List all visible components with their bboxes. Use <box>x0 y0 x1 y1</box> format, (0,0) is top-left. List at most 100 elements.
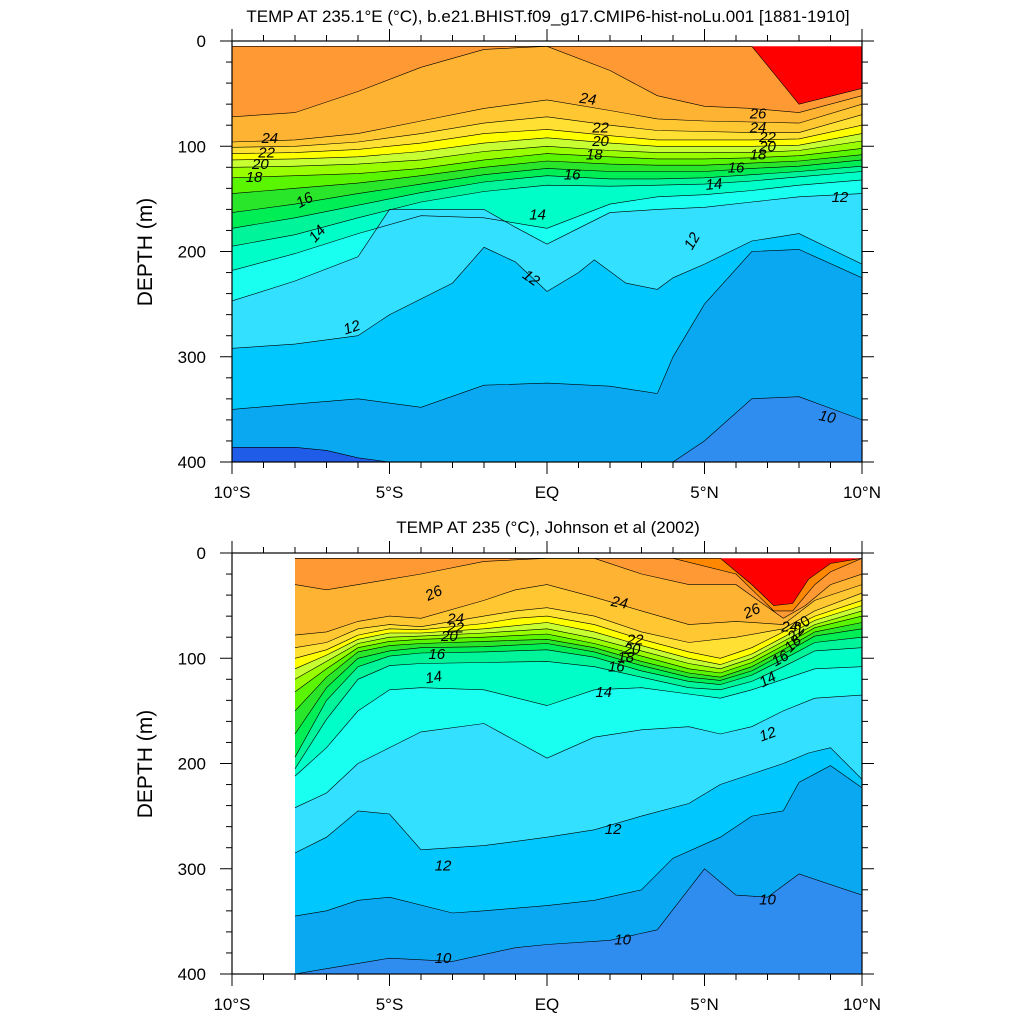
isotherm-18 <box>294 622 862 712</box>
contour-label: 22 <box>758 129 776 146</box>
contour-label: 14 <box>529 207 546 224</box>
y-axis-label: DEPTH (m) <box>134 198 157 307</box>
isotherm-23 <box>232 114 862 148</box>
contour-label: 18 <box>617 649 634 666</box>
isotherm-20 <box>294 610 862 680</box>
contour-label: 24 <box>446 610 464 627</box>
isotherm-12 <box>232 233 862 349</box>
y-tick-label: 100 <box>178 649 206 668</box>
contour-label: 10 <box>614 931 631 948</box>
contour-label: 14 <box>595 684 612 701</box>
contour-label: 10 <box>435 950 452 967</box>
x-tick-label: 5°N <box>690 995 719 1014</box>
contour-label: 22 <box>591 119 609 136</box>
contour-label: 12 <box>681 229 704 253</box>
panel-model: TEMP AT 235.1°E (°C), b.e21.BHIST.f09_g1… <box>134 7 881 502</box>
isotherm-13 <box>294 694 862 808</box>
isotherm-18 <box>232 154 862 194</box>
contour-label: 16 <box>564 167 581 184</box>
isotherm-14 <box>232 179 862 271</box>
isotherm-17 <box>232 159 862 213</box>
y-tick-label: 200 <box>178 243 206 262</box>
band-below-10 <box>232 396 862 462</box>
contour-label: 24 <box>749 119 767 136</box>
isotherm-13 <box>232 193 862 302</box>
band-below-11 <box>232 249 862 462</box>
contour-label: 12 <box>757 723 779 745</box>
isotherm-14 <box>294 666 862 777</box>
contour-label: 12 <box>605 821 622 838</box>
contour-fills <box>232 46 862 462</box>
contour-labels: 2422201816141224222018161412122624222018… <box>246 90 849 428</box>
band-below-9 <box>232 447 862 462</box>
panel-title: TEMP AT 235 (°C), Johnson et al (2002) <box>396 518 700 537</box>
x-tick-label: 10°N <box>843 995 881 1014</box>
contour-label: 10 <box>759 891 776 908</box>
isotherm-9 <box>232 447 862 462</box>
contour-label: 18 <box>246 169 263 186</box>
isotherm-25 <box>232 45 862 118</box>
isotherm-24 <box>232 99 862 143</box>
panel-observation: TEMP AT 235 (°C), Johnson et al (2002) 2… <box>134 518 881 1014</box>
isotherm-16 <box>232 165 862 229</box>
isotherm-22 <box>294 600 862 659</box>
isotherm-22 <box>232 124 862 154</box>
isotherm-20 <box>232 140 862 168</box>
isotherm-19 <box>232 148 862 179</box>
isotherm-11 <box>294 765 862 917</box>
contour-label: 20 <box>758 138 776 155</box>
contour-label: 26 <box>422 582 446 605</box>
contour-label: 20 <box>623 641 641 658</box>
isotherm-15 <box>232 171 862 247</box>
x-tick-label: EQ <box>535 995 560 1014</box>
y-tick-label: 0 <box>197 32 206 51</box>
isotherm-16 <box>294 636 862 758</box>
contour-label: 24 <box>609 593 629 613</box>
contour-label: 16 <box>608 659 625 676</box>
x-tick-label: 10°N <box>843 483 881 502</box>
contour-label: 12 <box>435 858 452 875</box>
y-tick-label: 0 <box>197 544 206 563</box>
panel-title: TEMP AT 235.1°E (°C), b.e21.BHIST.f09_g1… <box>246 7 849 26</box>
contour-label: 24 <box>577 90 597 109</box>
isotherm-23 <box>294 592 862 648</box>
isotherm-15 <box>294 647 862 769</box>
y-axis-label: DEPTH (m) <box>134 710 157 819</box>
y-tick-label: 200 <box>178 755 206 774</box>
contour-label: 16 <box>428 646 445 663</box>
y-tick-label: 400 <box>178 965 206 984</box>
contour-label: 12 <box>341 317 363 339</box>
isotherm-11 <box>232 249 862 410</box>
isotherm-26 <box>295 558 862 612</box>
contour-label: 20 <box>251 156 269 173</box>
contour-label: 26 <box>740 600 764 623</box>
isotherm-17 <box>294 628 862 735</box>
isotherm-10 <box>232 396 862 462</box>
contour-label: 16 <box>293 189 316 212</box>
isotherm-10 <box>294 868 862 974</box>
contour-label: 14 <box>705 175 723 193</box>
contour-label: 18 <box>750 147 767 164</box>
x-tick-label: 5°N <box>690 483 719 502</box>
contour-label: 16 <box>769 647 793 670</box>
contour-label: 22 <box>626 631 644 648</box>
y-tick-label: 100 <box>178 137 206 156</box>
contour-lines <box>232 45 862 462</box>
x-tick-label: 5°S <box>376 995 404 1014</box>
isotherm-25 <box>294 558 862 619</box>
contour-label: 14 <box>424 668 443 688</box>
contour-fills <box>295 558 862 974</box>
contour-label: 20 <box>591 133 609 150</box>
contour-label: 22 <box>257 145 275 162</box>
contour-label: 24 <box>780 619 798 636</box>
isotherm-21 <box>294 605 862 670</box>
x-tick-label: EQ <box>535 483 560 502</box>
contour-label: 24 <box>260 130 278 147</box>
isotherm-21 <box>232 133 862 161</box>
contour-label: 12 <box>832 189 849 206</box>
band-below-10 <box>295 868 862 974</box>
contour-label: 22 <box>446 620 464 637</box>
contour-label: 18 <box>586 147 603 164</box>
x-tick-label: 10°S <box>213 483 250 502</box>
